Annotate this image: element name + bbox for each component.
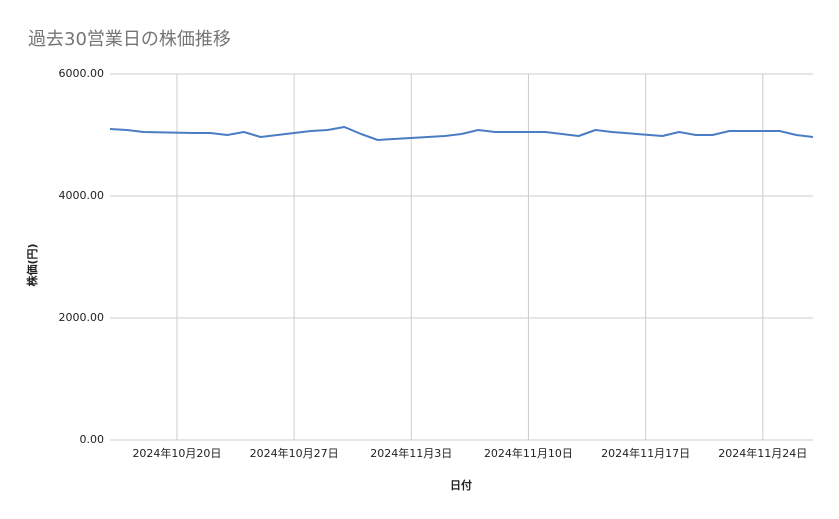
y-axis-label: 株価(円) bbox=[25, 243, 39, 286]
x-tick-label: 2024年11月17日 bbox=[601, 446, 690, 460]
line-series bbox=[109, 126, 814, 141]
x-tick-label: 2024年11月3日 bbox=[370, 446, 452, 460]
y-tick-label: 6000.00 bbox=[59, 67, 105, 80]
x-tick-label: 2024年10月27日 bbox=[250, 446, 339, 460]
x-axis-label: 日付 bbox=[450, 478, 472, 492]
x-tick-label: 2024年11月10日 bbox=[484, 446, 573, 460]
y-tick-label: 4000.00 bbox=[59, 189, 105, 202]
chart-title: 過去30営業日の株価推移 bbox=[28, 29, 231, 50]
y-tick-label: 0.00 bbox=[80, 433, 105, 446]
x-tick-label: 2024年11月24日 bbox=[718, 446, 807, 460]
x-tick-label: 2024年10月20日 bbox=[132, 446, 221, 460]
y-tick-label: 2000.00 bbox=[59, 311, 105, 324]
